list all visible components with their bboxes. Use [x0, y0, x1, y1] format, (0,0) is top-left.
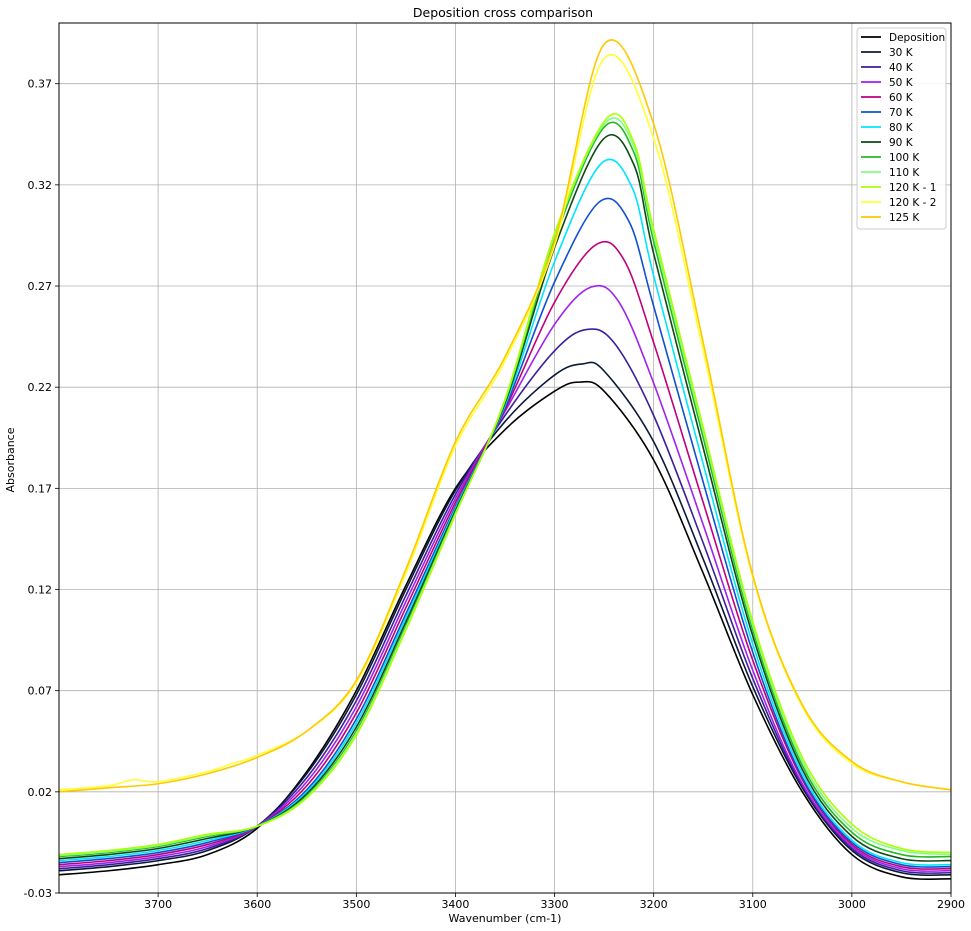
plot-frame [58, 22, 952, 894]
series-line-10 [58, 112, 952, 856]
y-tick-label: 0.37 [28, 78, 53, 91]
legend-label: 120 K - 2 [889, 197, 936, 209]
x-tick-label: 3300 [541, 898, 569, 911]
legend-label: 80 K [889, 122, 914, 134]
legend-label: 100 K [889, 152, 920, 164]
x-tick-label: 3000 [838, 898, 866, 911]
legend-label: 120 K - 1 [889, 182, 936, 194]
legend: Deposition 30 K 40 K 50 K 60 K 70 K 80 K 90 K 10… [856, 27, 947, 230]
x-axis-label: Wavenumber (cm-1) [449, 912, 562, 925]
legend-label: 110 K [889, 167, 920, 179]
y-tick-label: 0.27 [28, 280, 53, 293]
x-tick-label: 3600 [243, 898, 271, 911]
legend-label: Deposition [889, 32, 945, 44]
series-line-12 [58, 39, 952, 793]
series-layer [58, 39, 952, 881]
y-tick-label: 0.17 [28, 482, 53, 495]
x-tick-label: 3500 [342, 898, 370, 911]
legend-label: 90 K [889, 137, 914, 149]
y-tick-label: -0.03 [24, 887, 52, 900]
y-axis-label: Absorbance [4, 427, 17, 492]
legend-label: 125 K [889, 212, 920, 224]
series-line-1 [58, 361, 952, 876]
y-tick-label: 0.22 [28, 381, 53, 394]
grid [59, 23, 952, 894]
x-axis-ticks: 3700 3600 3500 3400 3300 3200 3100 3000 2900 [144, 893, 965, 911]
y-tick-label: 0.02 [28, 786, 53, 799]
x-tick-label: 3100 [739, 898, 767, 911]
x-tick-label: 3700 [144, 898, 172, 911]
series-line-0 [58, 380, 952, 881]
y-tick-label: 0.07 [28, 685, 53, 698]
y-tick-label: 0.32 [28, 179, 53, 192]
chart-title: Deposition cross comparison [413, 5, 593, 20]
legend-label: 30 K [889, 47, 914, 59]
legend-box [856, 27, 947, 230]
y-tick-label: 0.12 [28, 584, 53, 597]
legend-label: 40 K [889, 62, 914, 74]
x-tick-label: 3200 [640, 898, 668, 911]
x-tick-label: 2900 [937, 898, 965, 911]
legend-label: 50 K [889, 77, 914, 89]
legend-label: 70 K [889, 107, 914, 119]
legend-label: 60 K [889, 92, 914, 104]
x-tick-label: 3400 [441, 898, 469, 911]
y-axis-ticks: -0.03 0.02 0.07 0.12 0.17 0.22 0.27 0.32 0.37 [24, 78, 59, 900]
